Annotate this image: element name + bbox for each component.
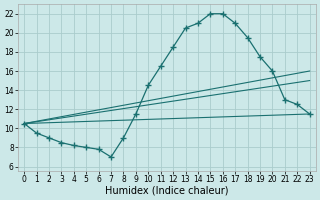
- X-axis label: Humidex (Indice chaleur): Humidex (Indice chaleur): [105, 186, 229, 196]
